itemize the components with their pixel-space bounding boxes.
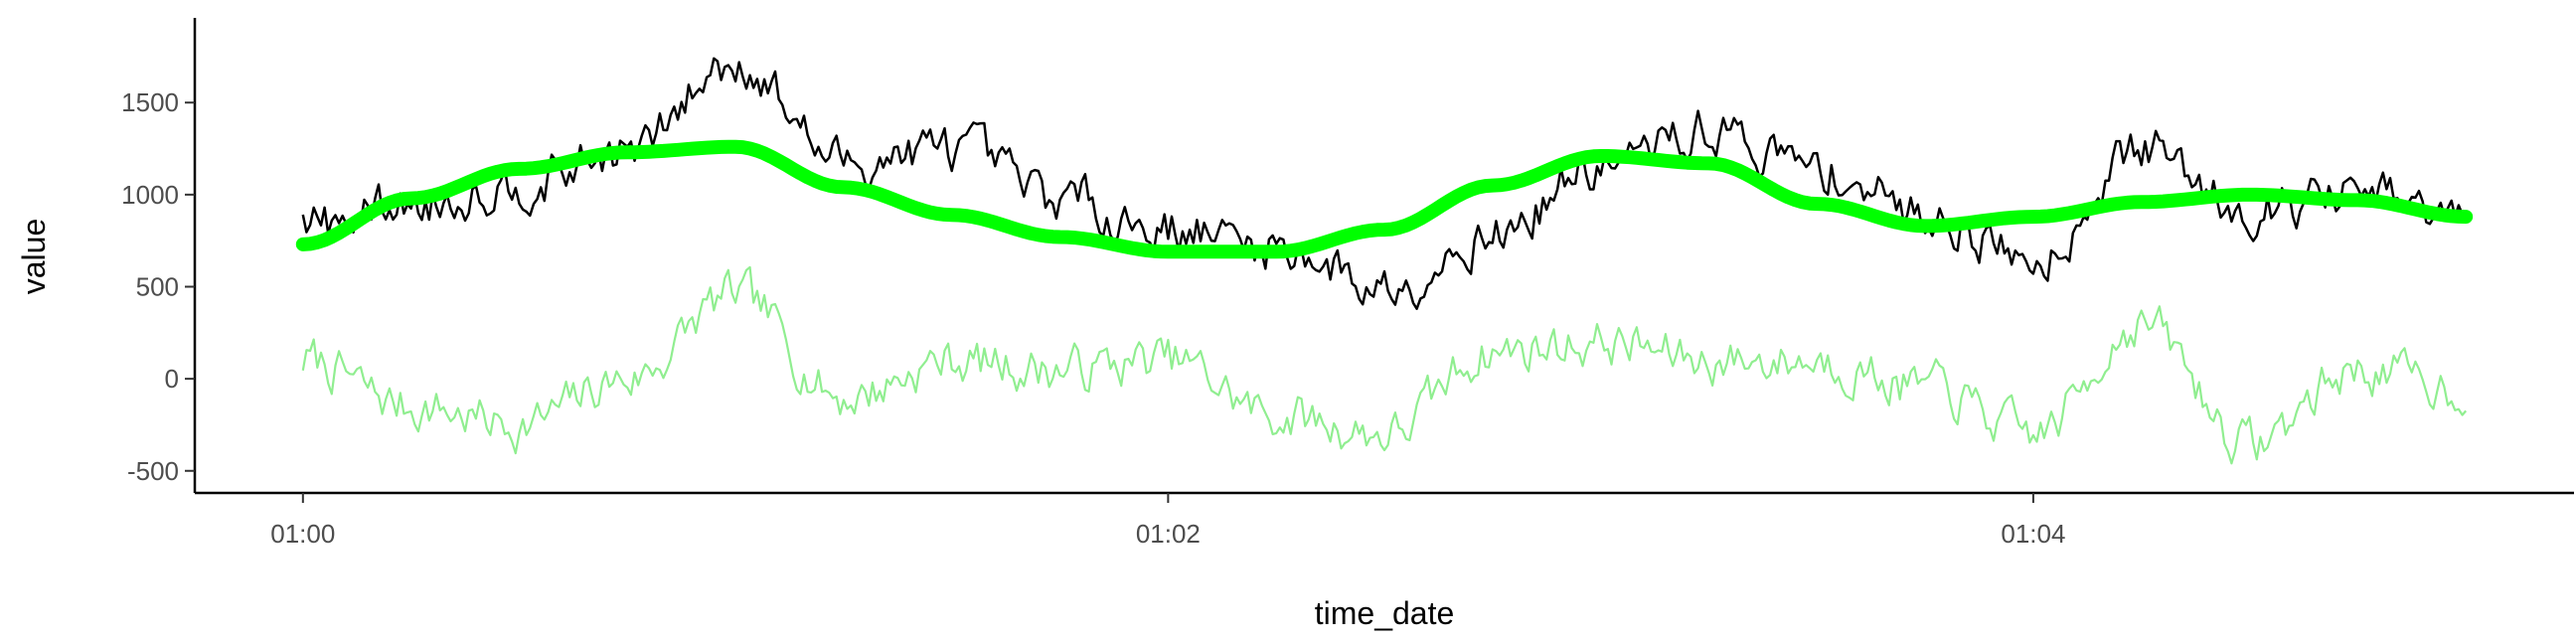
x-tick-label: 01:04	[2001, 519, 2065, 549]
series-trend-line	[295, 139, 2474, 259]
y-tick-label: 500	[136, 271, 179, 301]
y-tick-label: 0	[165, 364, 179, 394]
y-axis-ticks: -500 0 500 1000 1500	[121, 87, 195, 486]
x-tick-label: 01:02	[1136, 519, 1201, 549]
y-tick-label: -500	[127, 456, 179, 486]
y-axis-title: value	[16, 219, 52, 295]
x-axis-ticks: 01:00 01:02 01:04	[270, 493, 2065, 549]
x-axis-title: time_date	[1315, 595, 1455, 631]
series-value-line	[301, 57, 2467, 310]
y-tick-label: 1000	[121, 180, 179, 210]
y-tick-label: 1500	[121, 87, 179, 117]
series-residual-line	[301, 265, 2468, 465]
x-tick-label: 01:00	[270, 519, 335, 549]
series-layer	[295, 57, 2474, 465]
